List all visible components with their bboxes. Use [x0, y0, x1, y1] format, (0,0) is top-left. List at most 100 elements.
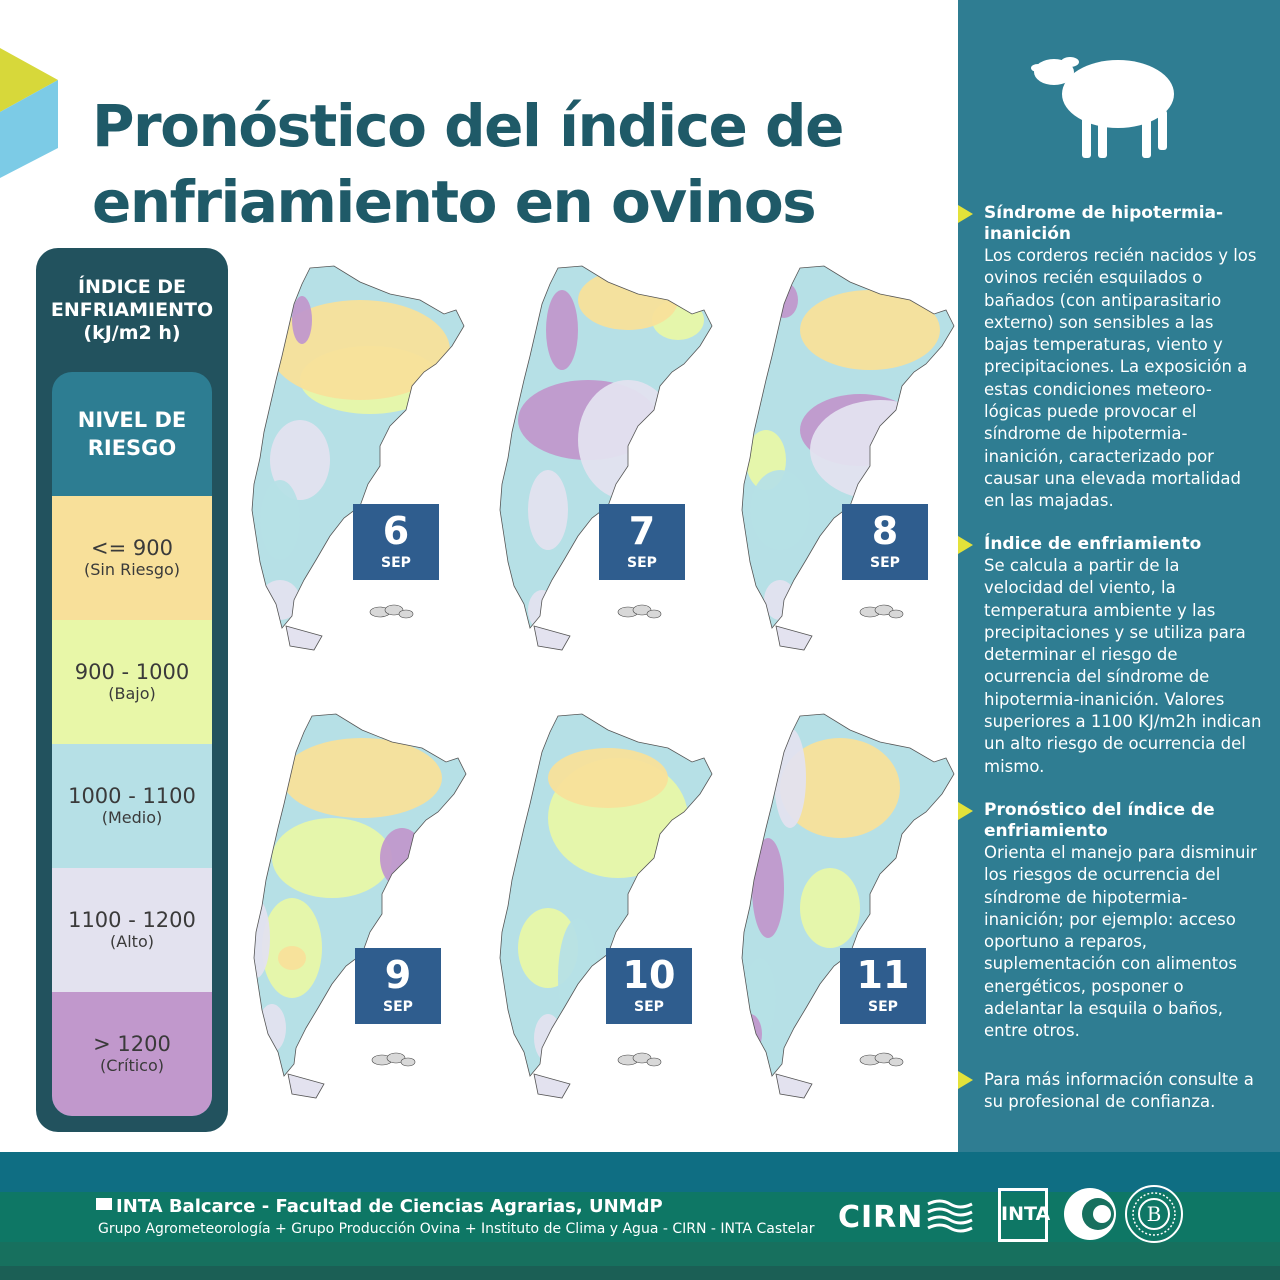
map-svg [499, 265, 713, 651]
risk-zone [548, 748, 668, 808]
map-island [888, 1057, 904, 1067]
ssn-logo-icon [1064, 1188, 1116, 1240]
legend-level-alto: 1100 - 1200 (Alto) [52, 868, 212, 992]
footer-band-top [0, 1152, 1280, 1192]
legend-level-bajo: 900 - 1000 (Bajo) [52, 620, 212, 744]
risk-zone [810, 400, 950, 500]
map-island [398, 609, 414, 619]
map-island [874, 1052, 894, 1064]
map-tierra-del-fuego [775, 625, 813, 651]
map-svg [741, 265, 955, 651]
risk-zone [742, 1014, 762, 1054]
risk-zone [774, 728, 806, 828]
map-tierra-del-fuego [533, 625, 571, 651]
risk-zone [770, 282, 798, 318]
map-border [253, 713, 467, 1077]
flag-icon [96, 1198, 112, 1210]
map-island [386, 1052, 406, 1064]
map-border [499, 713, 713, 1077]
date-box-sep-9: 9 SEP [355, 948, 441, 1024]
info-section-indice: Índice de enfriamiento Se calcula a part… [958, 534, 1262, 778]
info-section-consulta: Para más información consulte a su profe… [958, 1069, 1262, 1114]
risk-zone [528, 590, 556, 628]
map-island [632, 604, 652, 616]
risk-zone [260, 480, 300, 560]
legend-level-medio: 1000 - 1100 (Medio) [52, 744, 212, 868]
info-section-hipotermia: Síndrome de hipotermia-inanición Los cor… [958, 203, 1262, 513]
info-section-pronostico: Pronóstico del índice de enfriamiento Or… [958, 800, 1262, 1043]
risk-zone [270, 300, 450, 400]
cirn-logo-text: CIRN [838, 1200, 924, 1235]
map-border [741, 713, 955, 1077]
map-sep-10 [478, 708, 718, 1128]
map-sep-6 [230, 260, 470, 680]
inta-logo: INTA [998, 1188, 1050, 1242]
svg-text:B: B [1147, 1202, 1162, 1226]
risk-zone [254, 898, 270, 978]
risk-zone [546, 290, 578, 370]
map-tierra-del-fuego [533, 1073, 571, 1099]
risk-zone [272, 818, 392, 898]
bullet-arrow-icon [958, 536, 973, 554]
risk-zone [752, 838, 784, 938]
map-svg [499, 713, 713, 1099]
sheep-icon [1031, 57, 1174, 158]
fca-seal-icon: B [1125, 1185, 1183, 1243]
risk-zone [380, 828, 424, 888]
risk-zone [558, 918, 598, 1038]
risk-zone [750, 470, 810, 550]
corner-accent-shape [0, 48, 58, 178]
bullet-arrow-icon [958, 205, 973, 223]
date-box-sep-10: 10 SEP [606, 948, 692, 1024]
map-island [384, 604, 404, 616]
legend-title: ÍNDICE DE ENFRIAMIENTO (kJ/m2 h) [50, 276, 214, 344]
map-border [741, 265, 955, 629]
cirn-waves-icon [927, 1199, 973, 1233]
info-sidebar: Síndrome de hipotermia-inanición Los cor… [958, 0, 1280, 1152]
date-box-sep-11: 11 SEP [840, 948, 926, 1024]
map-border [499, 265, 713, 629]
map-svg [251, 265, 465, 651]
map-tierra-del-fuego [285, 625, 323, 651]
risk-level-header: NIVEL DE RIESGO [77, 408, 187, 460]
risk-zone [282, 738, 442, 818]
risk-zone [780, 738, 900, 838]
legend-level-critico: > 1200 (Crítico) [52, 992, 212, 1116]
date-box-sep-7: 7 SEP [599, 504, 685, 580]
footer-institution: INTA Balcarce - Facultad de Ciencias Agr… [96, 1196, 663, 1218]
map-sep-9 [232, 708, 472, 1128]
risk-zone [578, 270, 678, 330]
legend-panel: ÍNDICE DE ENFRIAMIENTO (kJ/m2 h) NIVEL D… [36, 248, 228, 1132]
map-tierra-del-fuego [287, 1073, 325, 1099]
map-island [646, 609, 662, 619]
risk-zone [534, 1014, 562, 1062]
risk-zone [278, 946, 306, 970]
map-island [632, 1052, 652, 1064]
map-svg [253, 713, 467, 1099]
risk-zone [800, 290, 940, 370]
bullet-arrow-icon [958, 1071, 973, 1089]
map-tierra-del-fuego [775, 1073, 813, 1099]
legend-scale: NIVEL DE RIESGO <= 900 (Sin Riesgo) 900 … [52, 372, 212, 1116]
footer-stripe [0, 1266, 1280, 1280]
risk-zone [292, 296, 312, 344]
map-svg [741, 713, 955, 1099]
map-sep-8 [720, 260, 960, 680]
map-sep-11 [720, 708, 960, 1128]
legend-level-sin-riesgo: <= 900 (Sin Riesgo) [52, 496, 212, 620]
risk-zone [528, 470, 568, 550]
footer-groups: Grupo Agrometeorología + Grupo Producció… [98, 1221, 815, 1237]
map-sep-7 [478, 260, 718, 680]
risk-zone [578, 380, 678, 500]
map-island [400, 1057, 416, 1067]
map-border [251, 265, 465, 629]
map-island [888, 609, 904, 619]
bullet-arrow-icon [958, 802, 973, 820]
date-box-sep-6: 6 SEP [353, 504, 439, 580]
map-island [874, 604, 894, 616]
risk-zone [800, 868, 860, 948]
risk-zone [270, 420, 330, 500]
map-island [646, 1057, 662, 1067]
page-title: Pronóstico del índice de enfriamiento en… [92, 92, 844, 236]
date-box-sep-8: 8 SEP [842, 504, 928, 580]
